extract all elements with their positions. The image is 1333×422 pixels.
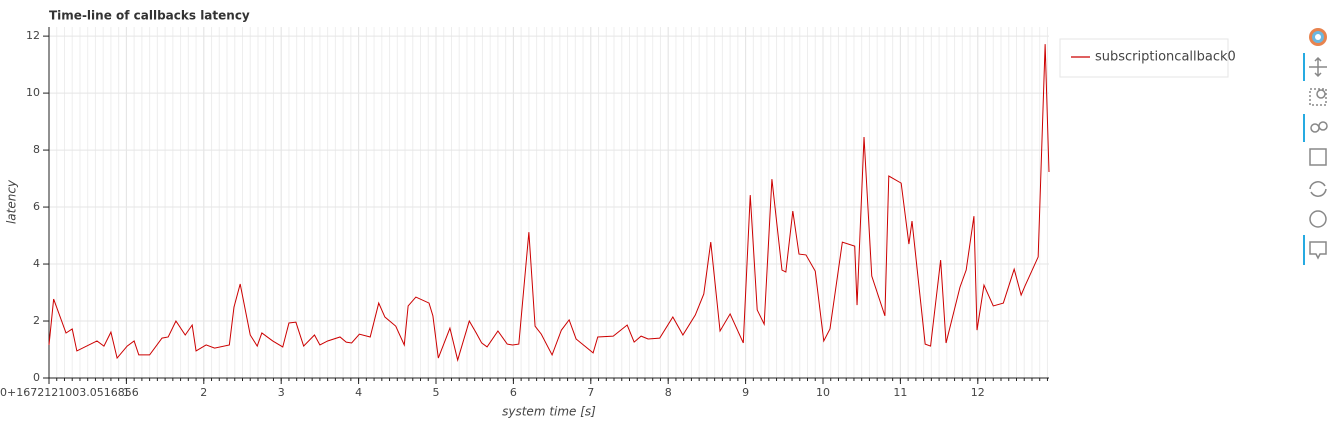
pan-tool[interactable] — [1309, 56, 1327, 78]
x-tick-label: 10 — [816, 386, 830, 399]
x-tick-label: 6 — [510, 386, 517, 399]
x-tick-label: 12 — [971, 386, 985, 399]
x-tick-label: 4 — [355, 386, 362, 399]
hover-tool[interactable] — [1309, 241, 1327, 260]
chart-title: Time-line of callbacks latency — [49, 9, 250, 23]
legend: subscriptioncallback0 — [1059, 38, 1236, 78]
x-tick-label: 1 — [123, 386, 130, 399]
y-tick-label: 12 — [26, 29, 40, 42]
x-tick-label: 9 — [742, 386, 749, 399]
bokeh-logo[interactable] — [1309, 28, 1327, 46]
y-tick-label: 8 — [33, 143, 40, 156]
y-axis-label: latency — [5, 179, 19, 224]
legend-label: subscriptioncallback0 — [1095, 50, 1236, 65]
x-tick-label: 11 — [893, 386, 907, 399]
x-tick-label: 5 — [432, 386, 439, 399]
save-tool[interactable] — [1309, 148, 1327, 166]
x-tick-label: 7 — [587, 386, 594, 399]
series-line — [48, 44, 1050, 362]
y-tick-label: 4 — [33, 257, 40, 270]
x-tick-label: 2 — [200, 386, 207, 399]
x-tick-label: 0+1672121003.0516856 — [0, 386, 139, 399]
wheel-zoom-tool[interactable] — [1310, 121, 1328, 133]
help-tool[interactable] — [1309, 210, 1327, 228]
box-zoom-tool[interactable] — [1309, 88, 1327, 106]
x-axis-label: system time [s] — [502, 405, 596, 419]
y-tick-label: 6 — [33, 200, 40, 213]
legend-box — [1059, 38, 1229, 78]
reset-tool[interactable] — [1309, 181, 1327, 197]
x-tick-label: 3 — [278, 386, 285, 399]
toolbar — [1303, 28, 1328, 265]
x-tick-label: 8 — [665, 386, 672, 399]
y-tick-label: 2 — [33, 314, 40, 327]
y-tick-label: 0 — [33, 371, 40, 384]
y-tick-label: 10 — [26, 86, 40, 99]
